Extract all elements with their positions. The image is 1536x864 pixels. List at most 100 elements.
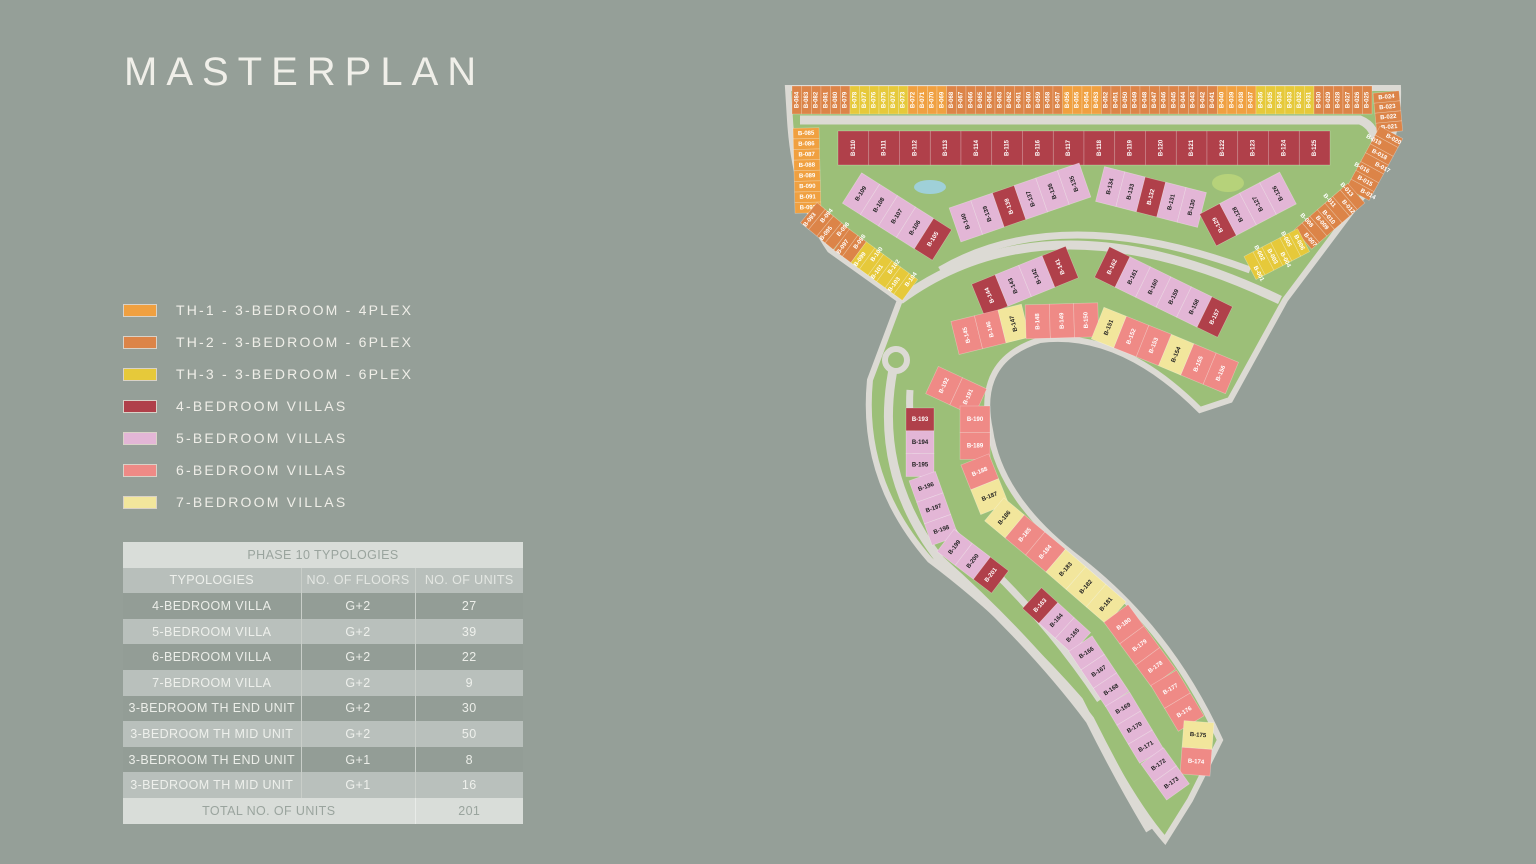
plot-b-071[interactable]: B-071 — [917, 85, 928, 115]
plot-b-147[interactable]: B-147 — [997, 303, 1030, 344]
plot-b-170[interactable]: B-170 — [1116, 710, 1153, 745]
plot-b-119[interactable]: B-119 — [1114, 130, 1146, 166]
plot-b-064[interactable]: B-064 — [985, 85, 996, 115]
plot-b-073[interactable]: B-073 — [898, 85, 909, 115]
plot-b-117[interactable]: B-117 — [1052, 130, 1085, 166]
plot-b-062[interactable]: B-062 — [1004, 85, 1015, 115]
plot-b-052[interactable]: B-052 — [1101, 85, 1112, 115]
plot-b-078[interactable]: B-078 — [849, 85, 860, 115]
plot-b-134[interactable]: B-134 — [1095, 166, 1126, 208]
plot-b-026[interactable]: B-026 — [1352, 85, 1363, 115]
plot-b-051[interactable]: B-051 — [1110, 85, 1121, 115]
plot-b-116[interactable]: B-116 — [1022, 130, 1054, 166]
plot-b-155[interactable]: B-155 — [1180, 343, 1217, 385]
plot-b-109[interactable]: B-109 — [841, 172, 881, 216]
plot-b-157[interactable]: B-157 — [1196, 296, 1233, 338]
plot-b-032[interactable]: B-032 — [1294, 85, 1305, 115]
plot-b-067[interactable]: B-067 — [956, 85, 967, 115]
plot-b-030[interactable]: B-030 — [1313, 85, 1324, 115]
plot-b-121[interactable]: B-121 — [1175, 130, 1208, 166]
plot-b-112[interactable]: B-112 — [899, 130, 931, 166]
plot-b-151[interactable]: B-151 — [1090, 306, 1127, 349]
plot-b-167[interactable]: B-167 — [1080, 653, 1118, 689]
plot-b-105[interactable]: B-105 — [913, 217, 953, 261]
plot-b-123[interactable]: B-123 — [1237, 130, 1269, 166]
plot-b-089[interactable]: B-089 — [793, 169, 821, 182]
plot-b-133[interactable]: B-133 — [1115, 171, 1146, 213]
plot-b-120[interactable]: B-120 — [1145, 130, 1177, 166]
plot-b-049[interactable]: B-049 — [1130, 85, 1141, 115]
plot-b-181[interactable]: B-181 — [1085, 583, 1127, 625]
plot-b-083[interactable]: B-083 — [801, 85, 812, 115]
plot-b-165[interactable]: B-165 — [1054, 617, 1092, 654]
plot-b-085[interactable]: B-085 — [792, 127, 820, 140]
plot-b-148[interactable]: B-148 — [1024, 303, 1051, 340]
plot-b-022[interactable]: B-022 — [1374, 110, 1403, 124]
plot-b-162[interactable]: B-162 — [1094, 246, 1131, 288]
plot-b-060[interactable]: B-060 — [1023, 85, 1034, 115]
plot-b-160[interactable]: B-160 — [1135, 266, 1172, 308]
plot-b-153[interactable]: B-153 — [1135, 324, 1172, 367]
plot-b-124[interactable]: B-124 — [1268, 130, 1300, 166]
plot-b-041[interactable]: B-041 — [1207, 85, 1218, 115]
plot-b-031[interactable]: B-031 — [1304, 85, 1315, 115]
plot-b-057[interactable]: B-057 — [1052, 85, 1063, 115]
plot-b-139[interactable]: B-139 — [970, 192, 1005, 235]
plot-b-050[interactable]: B-050 — [1120, 85, 1131, 115]
plot-b-054[interactable]: B-054 — [1081, 85, 1092, 115]
plot-b-035[interactable]: B-035 — [1265, 85, 1276, 115]
plot-b-047[interactable]: B-047 — [1149, 85, 1160, 115]
plot-b-164[interactable]: B-164 — [1038, 602, 1075, 639]
plot-b-196[interactable]: B-196 — [908, 471, 944, 503]
plot-b-111[interactable]: B-111 — [868, 130, 900, 166]
plot-b-056[interactable]: B-056 — [1062, 85, 1073, 115]
plot-b-090[interactable]: B-090 — [793, 180, 821, 193]
plot-b-106[interactable]: B-106 — [895, 206, 935, 250]
plot-b-194[interactable]: B-194 — [905, 430, 935, 454]
plot-b-183[interactable]: B-183 — [1045, 548, 1087, 590]
plot-b-130[interactable]: B-130 — [1176, 186, 1207, 228]
plot-b-087[interactable]: B-087 — [793, 148, 821, 161]
plot-b-108[interactable]: B-108 — [859, 183, 899, 227]
plot-b-168[interactable]: B-168 — [1092, 672, 1130, 708]
plot-b-131[interactable]: B-131 — [1156, 181, 1187, 223]
plot-b-177[interactable]: B-177 — [1150, 669, 1191, 709]
plot-b-028[interactable]: B-028 — [1333, 85, 1344, 115]
plot-b-173[interactable]: B-173 — [1153, 765, 1190, 801]
plot-b-036[interactable]: B-036 — [1255, 85, 1266, 115]
plot-b-154[interactable]: B-154 — [1158, 333, 1195, 376]
plot-b-084[interactable]: B-084 — [791, 85, 802, 115]
plot-b-080[interactable]: B-080 — [830, 85, 841, 115]
plot-b-169[interactable]: B-169 — [1105, 691, 1142, 726]
plot-b-182[interactable]: B-182 — [1065, 566, 1107, 608]
plot-b-135[interactable]: B-135 — [1057, 162, 1092, 205]
plot-b-091[interactable]: B-091 — [794, 191, 822, 203]
plot-b-192[interactable]: B-192 — [925, 366, 963, 406]
plot-b-027[interactable]: B-027 — [1342, 85, 1353, 115]
plot-b-125[interactable]: B-125 — [1298, 130, 1331, 166]
plot-b-174[interactable]: B-174 — [1179, 746, 1213, 777]
plot-b-075[interactable]: B-075 — [878, 85, 889, 115]
plot-b-197[interactable]: B-197 — [916, 492, 952, 525]
plot-b-068[interactable]: B-068 — [946, 85, 957, 115]
plot-b-190[interactable]: B-190 — [959, 405, 991, 433]
plot-b-175[interactable]: B-175 — [1181, 720, 1215, 750]
plot-b-113[interactable]: B-113 — [929, 130, 962, 166]
plot-b-110[interactable]: B-110 — [837, 130, 870, 166]
plot-b-037[interactable]: B-037 — [1246, 85, 1257, 115]
plot-b-072[interactable]: B-072 — [907, 85, 918, 115]
plot-b-086[interactable]: B-086 — [792, 138, 820, 150]
plot-b-126[interactable]: B-126 — [1259, 171, 1297, 215]
plot-b-059[interactable]: B-059 — [1033, 85, 1044, 115]
plot-b-140[interactable]: B-140 — [948, 200, 983, 243]
plot-b-138[interactable]: B-138 — [992, 185, 1027, 228]
plot-b-042[interactable]: B-042 — [1197, 85, 1208, 115]
plot-b-178[interactable]: B-178 — [1135, 647, 1176, 688]
plot-b-199[interactable]: B-199 — [936, 528, 973, 566]
plot-b-159[interactable]: B-159 — [1155, 276, 1192, 318]
plot-b-070[interactable]: B-070 — [927, 85, 938, 115]
plot-b-076[interactable]: B-076 — [869, 85, 880, 115]
plot-b-122[interactable]: B-122 — [1206, 130, 1239, 166]
plot-b-145[interactable]: B-145 — [950, 315, 983, 355]
plot-b-040[interactable]: B-040 — [1217, 85, 1228, 115]
